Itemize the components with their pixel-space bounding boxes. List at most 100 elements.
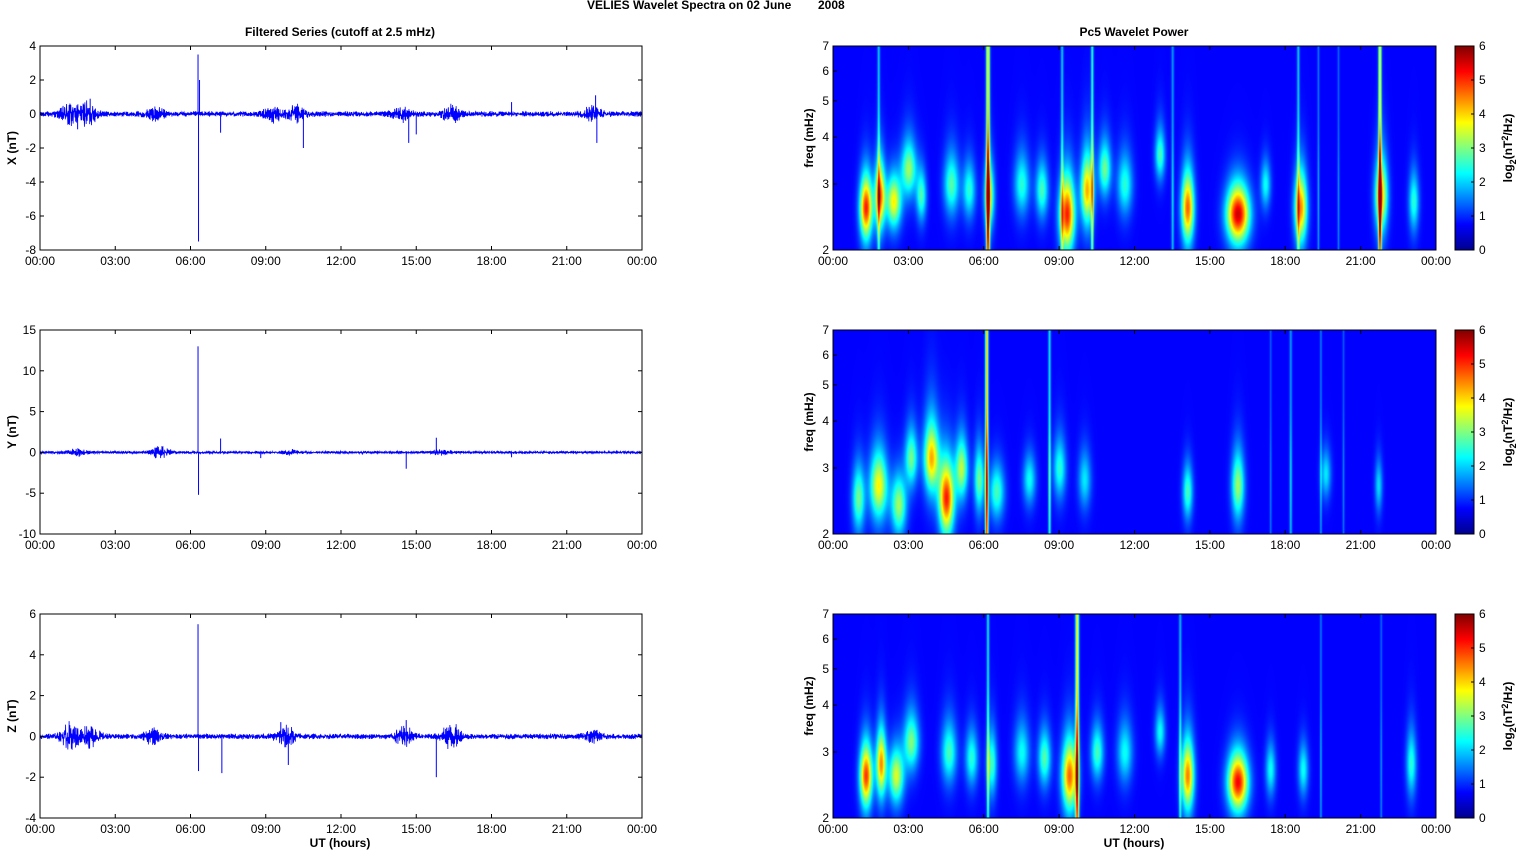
x-tick-label: 03:00 bbox=[100, 822, 130, 836]
colorbar-tick-label: 4 bbox=[1479, 675, 1486, 689]
series-line bbox=[39, 100, 643, 127]
x-tick-label: 03:00 bbox=[100, 254, 130, 268]
series-line bbox=[39, 721, 643, 750]
colorbar-tick-label: 4 bbox=[1479, 107, 1486, 121]
y-tick-label: 5 bbox=[29, 405, 36, 419]
y-tick-label: -4 bbox=[25, 175, 36, 189]
x-tick-label: 03:00 bbox=[893, 538, 923, 552]
x-tick-label: 15:00 bbox=[1195, 254, 1225, 268]
colorbar-tick-label: 1 bbox=[1479, 209, 1486, 223]
x-tick-label: 18:00 bbox=[476, 254, 506, 268]
x-tick-label: 12:00 bbox=[326, 822, 356, 836]
colorbar-tick-label: 2 bbox=[1479, 743, 1486, 757]
x-tick-label: 12:00 bbox=[326, 254, 356, 268]
x-tick-label: 03:00 bbox=[893, 822, 923, 836]
x-tick-label: 15:00 bbox=[401, 538, 431, 552]
y-tick-label: 0 bbox=[29, 107, 36, 121]
heatmap-image bbox=[833, 46, 1436, 250]
x-tick-label: 06:00 bbox=[175, 254, 205, 268]
y-tick-label: 15 bbox=[23, 323, 37, 337]
x-tick-label: 00:00 bbox=[818, 254, 848, 268]
y-tick-label: 4 bbox=[822, 698, 829, 712]
y-tick-label: -8 bbox=[25, 243, 36, 257]
y-tick-label: 4 bbox=[29, 648, 36, 662]
x-tick-label: 06:00 bbox=[969, 254, 999, 268]
x-tick-label: 00:00 bbox=[25, 822, 55, 836]
x-tick-label: 12:00 bbox=[1119, 254, 1149, 268]
colorbar-label: log2(nT2/Hz) bbox=[1500, 682, 1518, 751]
y-tick-label: 3 bbox=[822, 745, 829, 759]
y-axis-label: X (nT) bbox=[5, 131, 19, 165]
y-tick-label: 6 bbox=[29, 607, 36, 621]
x-tick-label: 00:00 bbox=[25, 254, 55, 268]
x-tick-label: 00:00 bbox=[1421, 822, 1451, 836]
panel-z-wavelet: 2 3 4 5 6 7 00:00 03:00 06:00 09:00 12:00 15:00 18:0… bbox=[802, 607, 1518, 836]
y-tick-label: 6 bbox=[822, 64, 829, 78]
figure-suptitle-year: 2008 bbox=[818, 0, 845, 12]
x-tick-label: 00:00 bbox=[627, 254, 657, 268]
series-line bbox=[39, 445, 643, 459]
x-tick-label: 09:00 bbox=[1044, 538, 1074, 552]
x-tick-label: 18:00 bbox=[476, 538, 506, 552]
y-axis-label: Y (nT) bbox=[5, 415, 19, 449]
panel-x-wavelet: 2 3 4 5 6 7 00:00 03:00 06:00 09:00 12:00 15:00 18:0… bbox=[802, 39, 1518, 268]
x-tick-label: 06:00 bbox=[175, 822, 205, 836]
y-axis-label: freq (mHz) bbox=[802, 676, 816, 735]
x-tick-label: 21:00 bbox=[552, 822, 582, 836]
colorbar-tick-label: 5 bbox=[1479, 73, 1486, 87]
y-tick-label: 3 bbox=[822, 461, 829, 475]
x-tick-label: 15:00 bbox=[401, 254, 431, 268]
colorbar-tick-label: 6 bbox=[1479, 39, 1486, 53]
x-tick-label: 03:00 bbox=[893, 254, 923, 268]
figure-suptitle: VELIES Wavelet Spectra on 02 June bbox=[587, 0, 792, 12]
y-tick-label: 2 bbox=[29, 73, 36, 87]
x-tick-label: 18:00 bbox=[1270, 538, 1300, 552]
plot-area bbox=[40, 614, 642, 818]
panel-x-series: -8 -6 -4 -2 0 2 4 00:00 03:00 06:00 09:00 12:00 15:0… bbox=[5, 39, 657, 268]
colorbar-tick-label: 2 bbox=[1479, 175, 1486, 189]
y-tick-label: 0 bbox=[29, 445, 36, 459]
x-tick-label: 09:00 bbox=[251, 254, 281, 268]
x-tick-label: 03:00 bbox=[100, 538, 130, 552]
x-tick-label: 00:00 bbox=[818, 538, 848, 552]
colorbar-tick-label: 6 bbox=[1479, 607, 1486, 621]
x-tick-label: 06:00 bbox=[969, 538, 999, 552]
y-axis-label: freq (mHz) bbox=[802, 392, 816, 451]
colorbar-tick-label: 3 bbox=[1479, 709, 1486, 723]
x-tick-label: 06:00 bbox=[175, 538, 205, 552]
x-tick-label: 12:00 bbox=[326, 538, 356, 552]
y-tick-label: 5 bbox=[822, 662, 829, 676]
y-tick-label: -2 bbox=[25, 141, 36, 155]
x-tick-label: 15:00 bbox=[1195, 822, 1225, 836]
y-tick-label: 4 bbox=[29, 39, 36, 53]
x-tick-label: 09:00 bbox=[251, 822, 281, 836]
y-tick-label: 0 bbox=[29, 729, 36, 743]
y-tick-label: -6 bbox=[25, 209, 36, 223]
colorbar-tick-label: 3 bbox=[1479, 141, 1486, 155]
y-tick-label: 2 bbox=[822, 527, 829, 541]
x-tick-label: 00:00 bbox=[627, 538, 657, 552]
plot-area bbox=[40, 46, 642, 250]
x-axis-label-left: UT (hours) bbox=[310, 836, 371, 850]
x-tick-label: 15:00 bbox=[1195, 538, 1225, 552]
x-tick-label: 21:00 bbox=[552, 538, 582, 552]
x-tick-label: 18:00 bbox=[476, 822, 506, 836]
y-tick-label: 4 bbox=[822, 414, 829, 428]
x-tick-label: 21:00 bbox=[1346, 254, 1376, 268]
panel-z-series: -4 -2 0 2 4 6 00:00 03:00 06:00 09:00 12:00 15:00 18… bbox=[5, 607, 657, 836]
colorbar-tick-label: 0 bbox=[1479, 811, 1486, 825]
y-tick-label: -5 bbox=[25, 486, 36, 500]
colorbar-tick-label: 2 bbox=[1479, 459, 1486, 473]
y-tick-label: 7 bbox=[822, 607, 829, 621]
y-tick-label: 2 bbox=[822, 811, 829, 825]
heatmap-image bbox=[833, 330, 1436, 534]
y-tick-label: 2 bbox=[822, 243, 829, 257]
colorbar-tick-label: 1 bbox=[1479, 493, 1486, 507]
y-tick-label: -4 bbox=[25, 811, 36, 825]
x-tick-label: 00:00 bbox=[627, 822, 657, 836]
x-tick-label: 12:00 bbox=[1119, 538, 1149, 552]
y-axis-label: Z (nT) bbox=[5, 699, 19, 732]
x-tick-label: 15:00 bbox=[401, 822, 431, 836]
colorbar-tick-label: 5 bbox=[1479, 357, 1486, 371]
